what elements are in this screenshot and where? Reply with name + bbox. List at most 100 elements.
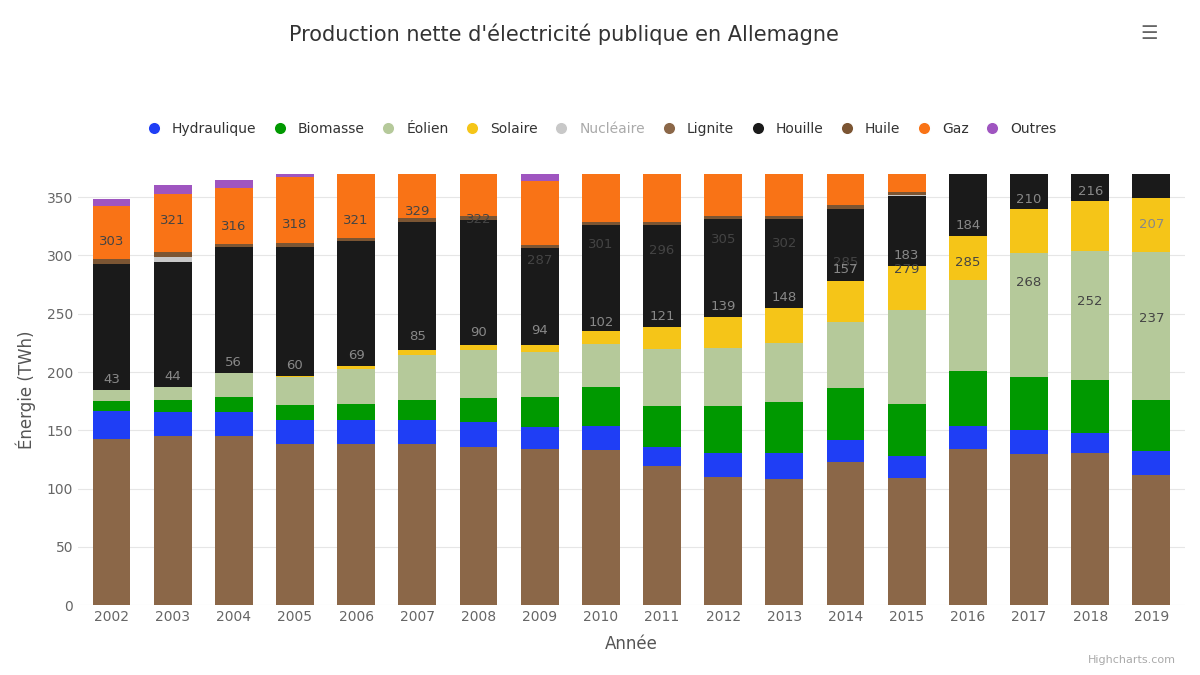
Bar [154, 412, 192, 436]
Bar [521, 449, 559, 605]
Text: 329: 329 [404, 205, 430, 218]
Text: 296: 296 [649, 244, 674, 256]
Bar [1133, 198, 1170, 252]
Bar [460, 345, 498, 350]
Bar [643, 447, 680, 466]
Bar [643, 406, 680, 447]
Bar [337, 369, 376, 404]
Bar [1072, 452, 1109, 605]
Bar [949, 112, 986, 165]
Bar [92, 263, 131, 389]
Bar [398, 221, 437, 350]
Bar [460, 216, 498, 221]
Text: 252: 252 [1078, 295, 1103, 308]
Bar [92, 389, 131, 401]
Bar [521, 427, 559, 449]
Bar [704, 452, 742, 477]
Text: 321: 321 [160, 215, 186, 227]
Bar [766, 308, 803, 343]
Bar [337, 242, 376, 367]
Bar [949, 280, 986, 371]
Bar [582, 134, 620, 142]
Bar [1072, 101, 1109, 109]
Bar [949, 104, 986, 112]
Text: 302: 302 [772, 236, 797, 250]
Bar [1010, 253, 1048, 377]
Bar [582, 426, 620, 450]
Bar [215, 188, 253, 244]
Bar [276, 405, 314, 420]
Bar [1133, 252, 1170, 400]
Bar [704, 477, 742, 605]
Bar [1133, 452, 1170, 475]
Bar [521, 245, 559, 248]
Bar [582, 344, 620, 387]
Bar [643, 349, 680, 406]
Bar [766, 343, 803, 402]
Bar [398, 350, 437, 354]
Bar [1010, 159, 1048, 209]
Bar [398, 420, 437, 444]
Bar [643, 221, 680, 225]
Bar [1133, 124, 1170, 132]
Bar [827, 388, 864, 439]
Bar [1133, 475, 1170, 605]
Bar [1010, 431, 1048, 454]
Bar [276, 420, 314, 444]
Bar [643, 225, 680, 327]
Bar [1010, 209, 1048, 253]
Bar [643, 131, 680, 138]
Text: 318: 318 [282, 218, 307, 231]
Text: 94: 94 [532, 324, 548, 337]
Text: 184: 184 [955, 219, 980, 232]
Bar [766, 452, 803, 479]
Text: 90: 90 [470, 327, 487, 340]
Bar [949, 449, 986, 605]
Text: 285: 285 [955, 256, 980, 269]
Bar [92, 259, 131, 263]
Bar [215, 247, 253, 373]
Bar [92, 401, 131, 410]
Bar [582, 142, 620, 221]
Text: 85: 85 [409, 330, 426, 343]
Y-axis label: Énergie (TWh): Énergie (TWh) [14, 330, 36, 449]
Text: 321: 321 [343, 215, 368, 227]
Text: 268: 268 [1016, 276, 1042, 289]
Bar [215, 180, 253, 188]
Text: 210: 210 [1016, 194, 1042, 207]
Bar [643, 327, 680, 349]
Bar [521, 396, 559, 427]
Bar [582, 450, 620, 605]
Bar [521, 345, 559, 352]
Bar [704, 219, 742, 317]
Bar [827, 439, 864, 462]
Bar [276, 242, 314, 247]
Bar [337, 168, 376, 238]
Text: 102: 102 [588, 316, 613, 329]
Bar [827, 462, 864, 605]
Text: 303: 303 [98, 236, 124, 248]
Bar [460, 398, 498, 422]
Bar [582, 225, 620, 331]
Bar [704, 406, 742, 452]
Bar [154, 194, 192, 252]
Bar [1072, 109, 1109, 153]
Bar [398, 354, 437, 400]
Bar [1133, 400, 1170, 452]
Bar [766, 219, 803, 308]
Text: 56: 56 [226, 356, 242, 369]
Bar [154, 400, 192, 412]
Bar [460, 447, 498, 605]
Text: 43: 43 [103, 373, 120, 386]
Bar [1072, 153, 1109, 154]
Bar [949, 168, 986, 169]
Text: 148: 148 [772, 292, 797, 304]
Text: 157: 157 [833, 263, 858, 276]
Bar [276, 375, 314, 377]
Bar [888, 456, 925, 478]
Bar [827, 157, 864, 205]
Text: 183: 183 [894, 249, 919, 263]
Bar [888, 140, 925, 192]
Bar [460, 221, 498, 345]
Text: Production nette d'électricité publique en Allemagne: Production nette d'électricité publique … [289, 24, 839, 45]
